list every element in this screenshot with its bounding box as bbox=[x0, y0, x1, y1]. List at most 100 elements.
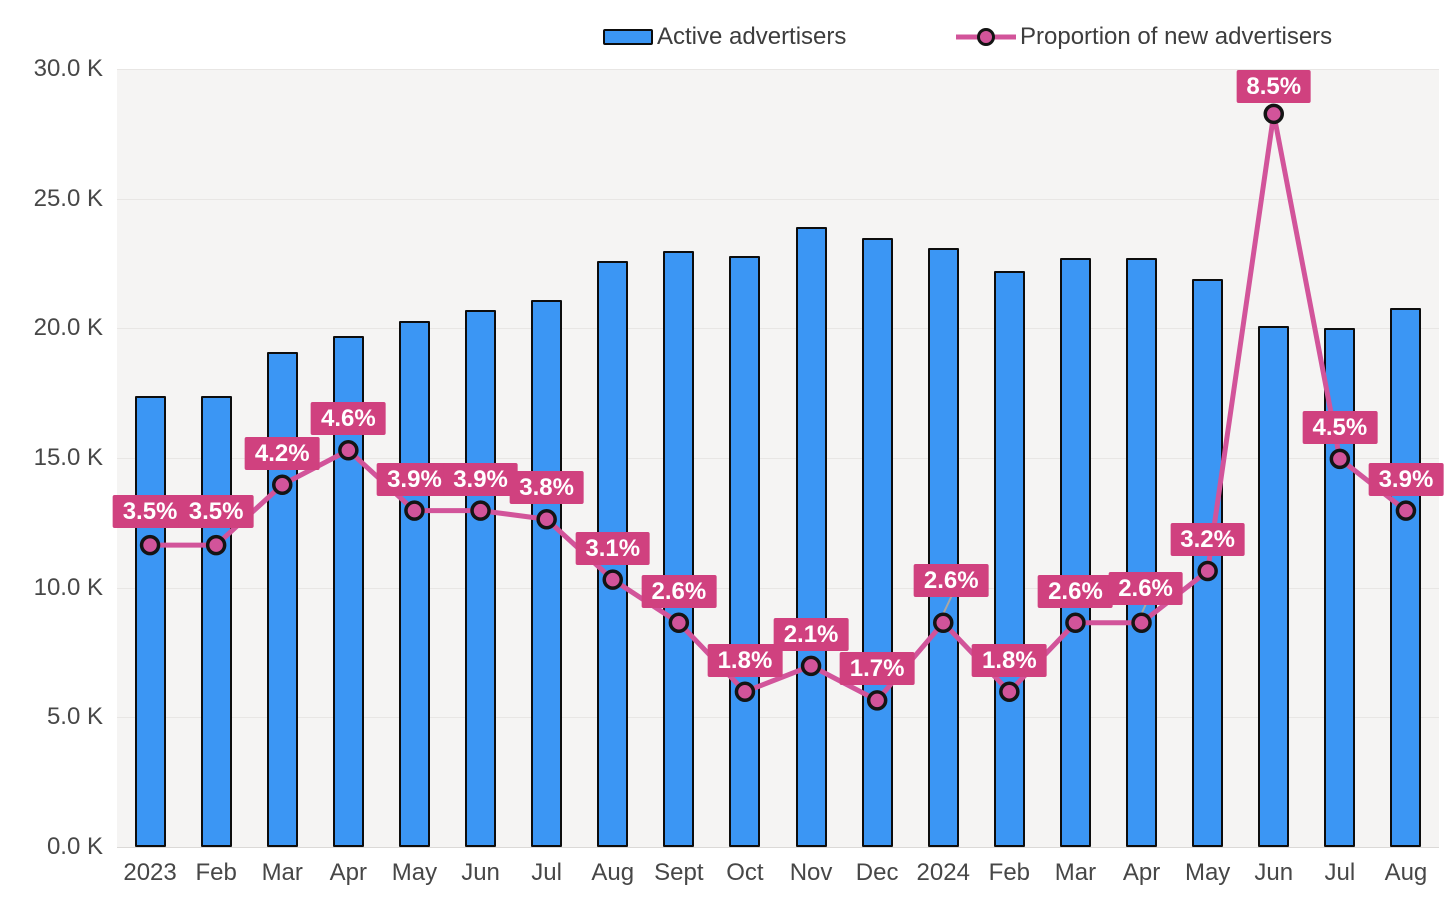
plot-area: 3.5% 3.5% 4.2% 4.6% 3.9% 3.9% 3.8% 3.1% 2.6% 1.8%… bbox=[112, 69, 1444, 848]
line-marker-jul[interactable] bbox=[536, 508, 557, 530]
line-marker-oct[interactable] bbox=[734, 681, 756, 702]
y-axis-tick-label: 0.0 K bbox=[46, 833, 103, 860]
line-marker-sept[interactable] bbox=[668, 612, 690, 633]
data-label-jun[interactable]: 3.9% bbox=[443, 462, 518, 496]
line-marker-mar[interactable] bbox=[272, 474, 293, 495]
data-label-sept[interactable]: 2.6% bbox=[641, 574, 717, 608]
line-marker-aug[interactable] bbox=[1395, 500, 1417, 521]
bar-feb[interactable] bbox=[993, 271, 1025, 847]
label-leader-line bbox=[942, 596, 953, 615]
data-label-may[interactable]: 3.2% bbox=[1170, 522, 1245, 556]
line-marker-jun[interactable] bbox=[470, 500, 491, 521]
line-marker-nov[interactable] bbox=[800, 655, 822, 677]
line-series-swatch-icon bbox=[956, 28, 1016, 46]
legend-label-active-advertisers: Active advertisers bbox=[657, 23, 847, 50]
line-marker-apr[interactable] bbox=[1131, 612, 1152, 633]
data-label-feb[interactable]: 1.8% bbox=[971, 643, 1047, 677]
legend-item-active-advertisers[interactable]: Active advertisers bbox=[603, 21, 846, 53]
bar-series-swatch-icon bbox=[603, 29, 653, 45]
line-marker-jul[interactable] bbox=[1329, 448, 1351, 470]
x-axis-tick-label: Jul bbox=[1324, 859, 1356, 886]
bar-nov[interactable] bbox=[795, 227, 827, 847]
gridline bbox=[117, 717, 1439, 719]
line-marker-feb[interactable] bbox=[999, 681, 1020, 702]
legend-label-new-advertisers: Proportion of new advertisers bbox=[1020, 23, 1333, 50]
bar-jul[interactable] bbox=[531, 299, 563, 847]
x-axis-tick-label: Aug bbox=[1384, 859, 1428, 886]
data-label-jun[interactable]: 8.5% bbox=[1236, 69, 1312, 103]
bar-dec[interactable] bbox=[861, 237, 893, 847]
bar-mar[interactable] bbox=[266, 351, 298, 847]
data-label-apr[interactable]: 4.6% bbox=[310, 402, 386, 436]
data-label-jul[interactable]: 3.8% bbox=[509, 471, 584, 505]
gridline bbox=[117, 69, 1439, 70]
x-axis-tick-label: Jul bbox=[531, 859, 562, 886]
line-marker-dec[interactable] bbox=[866, 690, 888, 711]
data-label-mar[interactable]: 4.2% bbox=[244, 436, 320, 470]
y-axis-tick-label: 30.0 K bbox=[33, 55, 103, 82]
data-label-may[interactable]: 3.9% bbox=[377, 462, 452, 496]
line-marker-mar[interactable] bbox=[1065, 612, 1086, 633]
x-axis-tick-label: Feb bbox=[195, 859, 237, 886]
data-label-aug[interactable]: 3.9% bbox=[1368, 462, 1444, 496]
x-axis-tick-label: Oct bbox=[726, 859, 764, 886]
bar-jun[interactable] bbox=[465, 310, 497, 847]
line-series bbox=[139, 103, 1417, 711]
gridline bbox=[117, 587, 1439, 589]
x-axis-tick-label: Apr bbox=[329, 859, 368, 886]
x-axis-tick-label: Nov bbox=[789, 859, 833, 886]
data-label-2024[interactable]: 2.6% bbox=[913, 563, 989, 597]
data-label-feb[interactable]: 3.5% bbox=[178, 495, 254, 529]
data-label-apr[interactable]: 2.6% bbox=[1108, 571, 1183, 605]
data-label-nov[interactable]: 2.1% bbox=[773, 617, 849, 651]
line-marker-may[interactable] bbox=[404, 500, 425, 521]
line-marker-may[interactable] bbox=[1197, 560, 1218, 582]
y-axis-tick-label: 20.0 K bbox=[33, 314, 103, 342]
x-axis-tick-label: Aug bbox=[591, 859, 635, 886]
gridline bbox=[117, 328, 1439, 330]
x-axis-tick-label: Feb bbox=[988, 859, 1031, 886]
y-axis-tick-label: 25.0 K bbox=[33, 184, 103, 212]
bar-mar[interactable] bbox=[1059, 258, 1091, 847]
data-label-dec[interactable]: 1.7% bbox=[839, 652, 915, 686]
line-marker-aug[interactable] bbox=[602, 569, 623, 590]
x-axis-tick-label: Jun bbox=[1254, 859, 1294, 886]
data-label-mar[interactable]: 2.6% bbox=[1038, 574, 1113, 608]
data-label-jul[interactable]: 4.5% bbox=[1302, 410, 1378, 444]
x-axis-baseline bbox=[117, 846, 1439, 848]
y-axis-tick-label: 15.0 K bbox=[33, 444, 103, 471]
bar-feb[interactable] bbox=[200, 395, 232, 847]
bar-apr[interactable] bbox=[1126, 258, 1158, 847]
bar-may[interactable] bbox=[398, 320, 430, 847]
line-marker-jun[interactable] bbox=[1263, 103, 1284, 125]
line-marker-feb[interactable] bbox=[205, 534, 227, 556]
x-axis-tick-label: Dec bbox=[855, 859, 899, 886]
x-axis-tick-label: Mar bbox=[261, 859, 303, 886]
x-axis-tick-label: Apr bbox=[1122, 859, 1161, 886]
trend-line bbox=[150, 113, 1408, 704]
legend-item-new-advertisers[interactable]: Proportion of new advertisers bbox=[956, 21, 1332, 53]
bar-2024[interactable] bbox=[927, 247, 959, 847]
bar-aug[interactable] bbox=[1390, 307, 1422, 847]
y-axis-tick-label: 5.0 K bbox=[46, 703, 103, 731]
x-axis-tick-label: May bbox=[391, 859, 438, 886]
bar-2023[interactable] bbox=[134, 395, 166, 847]
line-marker-2023[interactable] bbox=[139, 534, 161, 556]
bar-jun[interactable] bbox=[1258, 325, 1290, 847]
data-label-2023[interactable]: 3.5% bbox=[112, 495, 188, 529]
x-axis-tick-label: May bbox=[1184, 859, 1231, 886]
y-axis-tick-label: 10.0 K bbox=[33, 573, 103, 601]
x-axis-tick-label: 2024 bbox=[916, 859, 970, 886]
line-marker-2024[interactable] bbox=[933, 612, 954, 633]
bar-sept[interactable] bbox=[663, 250, 695, 847]
bar-oct[interactable] bbox=[729, 255, 761, 847]
data-label-aug[interactable]: 3.1% bbox=[575, 531, 651, 565]
label-leader-line bbox=[1140, 604, 1147, 615]
x-axis-tick-label: 2023 bbox=[123, 859, 177, 886]
line-marker-apr[interactable] bbox=[338, 439, 359, 461]
x-axis-tick-label: Sept bbox=[654, 859, 704, 886]
data-label-oct[interactable]: 1.8% bbox=[707, 643, 783, 677]
x-axis-tick-label: Jun bbox=[461, 859, 500, 886]
gridline bbox=[117, 198, 1439, 200]
